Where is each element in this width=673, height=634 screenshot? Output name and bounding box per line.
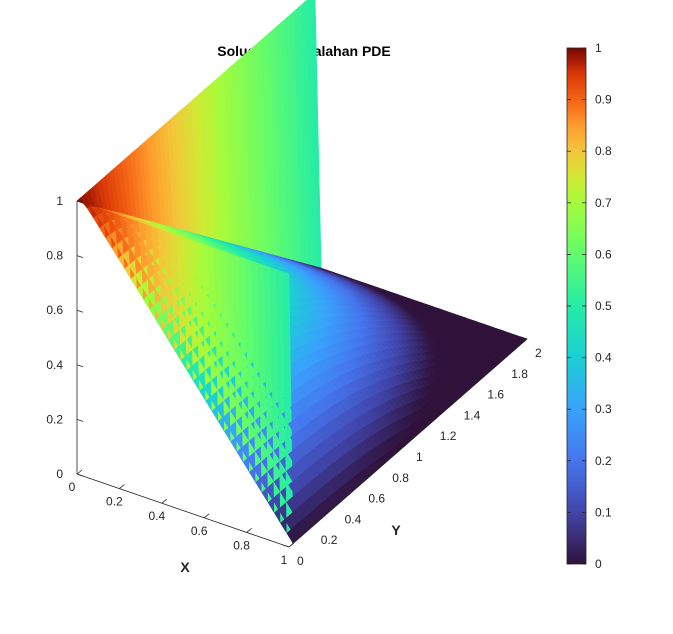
colorbar-tick-label: 1	[595, 41, 602, 55]
colorbar-tick-label: 0.9	[595, 93, 612, 107]
y-tick-label: 2	[535, 346, 542, 360]
colorbar-tick-label: 0.2	[595, 454, 612, 468]
colorbar-tick-label: 0.8	[595, 144, 612, 158]
colorbar-tick-label: 0.1	[595, 505, 612, 519]
y-tick-mark	[330, 503, 337, 506]
z-tick-label: 0.2	[46, 412, 63, 426]
z-tick-mark	[76, 473, 84, 477]
z-tick-label: 1	[56, 194, 63, 208]
y-tick-label: 1.6	[487, 388, 504, 402]
z-tick-mark	[76, 419, 84, 422]
z-tick-label: 0.4	[46, 358, 63, 372]
y-tick-label: 0.8	[392, 471, 409, 485]
y-tick-mark	[306, 523, 313, 527]
z-tick-mark	[76, 364, 84, 368]
x-tick-mark	[203, 513, 210, 519]
z-tick-label: 0	[56, 467, 63, 481]
surface-plot	[76, 0, 528, 545]
z-tick-label: 0.8	[46, 249, 63, 263]
x-tick-mark	[76, 469, 83, 475]
z-tick-mark	[76, 309, 84, 313]
x-tick-mark	[161, 498, 168, 504]
y-tick-mark	[497, 357, 504, 361]
x-tick-mark	[119, 484, 125, 489]
y-tick-label: 0.4	[345, 512, 362, 526]
x-axis-label: X	[180, 559, 190, 575]
colorbar-tick-label: 0.6	[595, 247, 612, 261]
y-tick-mark	[282, 544, 290, 548]
y-tick-label: 1.2	[440, 429, 457, 443]
y-tick-mark	[520, 336, 528, 340]
y-tick-label: 0.2	[321, 533, 338, 547]
y-tick-label: 0.6	[368, 492, 385, 506]
y-tick-label: 1	[416, 450, 423, 464]
y-tick-label: 0	[297, 554, 304, 568]
y-tick-label: 1.4	[464, 408, 481, 422]
colorbar-tick-label: 0.5	[595, 299, 612, 313]
colorbar-tick-label: 0.7	[595, 196, 612, 210]
axes-3d: 00.20.40.60.81 00.20.40.60.811.21.41.61.8…	[46, 194, 542, 568]
y-tick-mark	[425, 419, 432, 423]
colorbar-tick-label: 0.4	[595, 351, 612, 365]
y-tick-mark	[473, 378, 480, 381]
colorbar-tick-label: 0.3	[595, 402, 612, 416]
x-tick-label: 0.8	[233, 538, 250, 552]
x-tick-label: 0.2	[106, 495, 123, 509]
y-tick-label: 1.8	[511, 367, 528, 381]
y-tick-mark	[354, 482, 361, 485]
z-tick-mark	[76, 255, 84, 258]
y-tick-mark	[378, 461, 385, 465]
y-axis-label: Y	[391, 522, 401, 538]
x-tick-mark	[246, 528, 252, 533]
x-axis-line	[76, 473, 290, 548]
x-tick-label: 1	[281, 553, 288, 567]
y-tick-mark	[449, 399, 456, 402]
z-tick-label: 0.6	[46, 303, 63, 317]
x-tick-label: 0	[69, 480, 76, 494]
z-tick-mark	[76, 200, 84, 204]
x-tick-label: 0.6	[191, 524, 208, 538]
x-tick-label: 0.4	[148, 509, 165, 523]
colorbar-tick-label: 0	[595, 557, 602, 571]
y-tick-mark	[401, 440, 409, 444]
colorbar: 0 0.1 0.2 0.3 0.4 0.5 0.6 0.7 0.8 0.9 1	[566, 41, 612, 571]
